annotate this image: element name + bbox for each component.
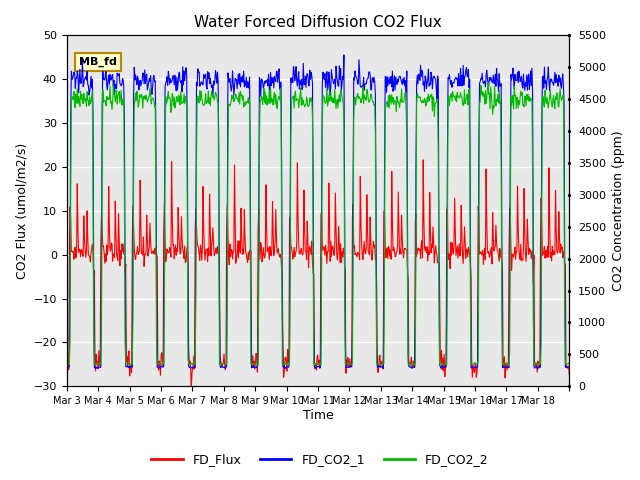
X-axis label: Time: Time: [303, 409, 333, 422]
FD_Flux: [63, 363, 70, 369]
FD_Flux: [122, 261, 129, 267]
FD_Flux: [398, 236, 406, 242]
FD_CO2_1: [566, 364, 573, 370]
FD_CO2_1: [122, 364, 129, 370]
Y-axis label: CO2 Flux (umol/m2/s): CO2 Flux (umol/m2/s): [15, 143, 28, 279]
Line: FD_CO2_1: FD_CO2_1: [67, 55, 570, 369]
FD_CO2_1: [214, 78, 222, 84]
FD_Flux: [566, 372, 573, 378]
Legend: FD_Flux, FD_CO2_1, FD_CO2_2: FD_Flux, FD_CO2_1, FD_CO2_2: [147, 448, 493, 471]
Y-axis label: CO2 Concentration (ppm): CO2 Concentration (ppm): [612, 131, 625, 291]
FD_CO2_2: [258, 95, 266, 100]
FD_CO2_2: [369, 98, 377, 104]
FD_CO2_2: [239, 93, 247, 99]
FD_CO2_2: [122, 361, 129, 367]
FD_CO2_2: [397, 86, 405, 92]
FD_Flux: [215, 250, 223, 256]
FD_CO2_1: [340, 52, 348, 58]
FD_Flux: [370, 244, 378, 250]
FD_CO2_2: [566, 361, 573, 367]
FD_CO2_2: [484, 80, 492, 85]
FD_Flux: [240, 251, 248, 256]
Text: MB_fd: MB_fd: [79, 57, 117, 67]
FD_Flux: [419, 157, 427, 163]
FD_CO2_1: [370, 74, 378, 80]
Line: FD_CO2_2: FD_CO2_2: [67, 83, 570, 365]
FD_CO2_1: [398, 82, 406, 87]
FD_CO2_2: [63, 361, 70, 367]
FD_CO2_1: [63, 364, 70, 370]
FD_CO2_2: [214, 99, 222, 105]
FD_Flux: [259, 255, 266, 261]
FD_CO2_1: [239, 79, 247, 85]
FD_CO2_1: [258, 77, 266, 83]
FD_CO2_1: [534, 366, 541, 372]
FD_Flux: [188, 386, 195, 392]
Line: FD_Flux: FD_Flux: [67, 160, 570, 389]
FD_CO2_2: [410, 362, 418, 368]
Title: Water Forced Diffusion CO2 Flux: Water Forced Diffusion CO2 Flux: [194, 15, 442, 30]
